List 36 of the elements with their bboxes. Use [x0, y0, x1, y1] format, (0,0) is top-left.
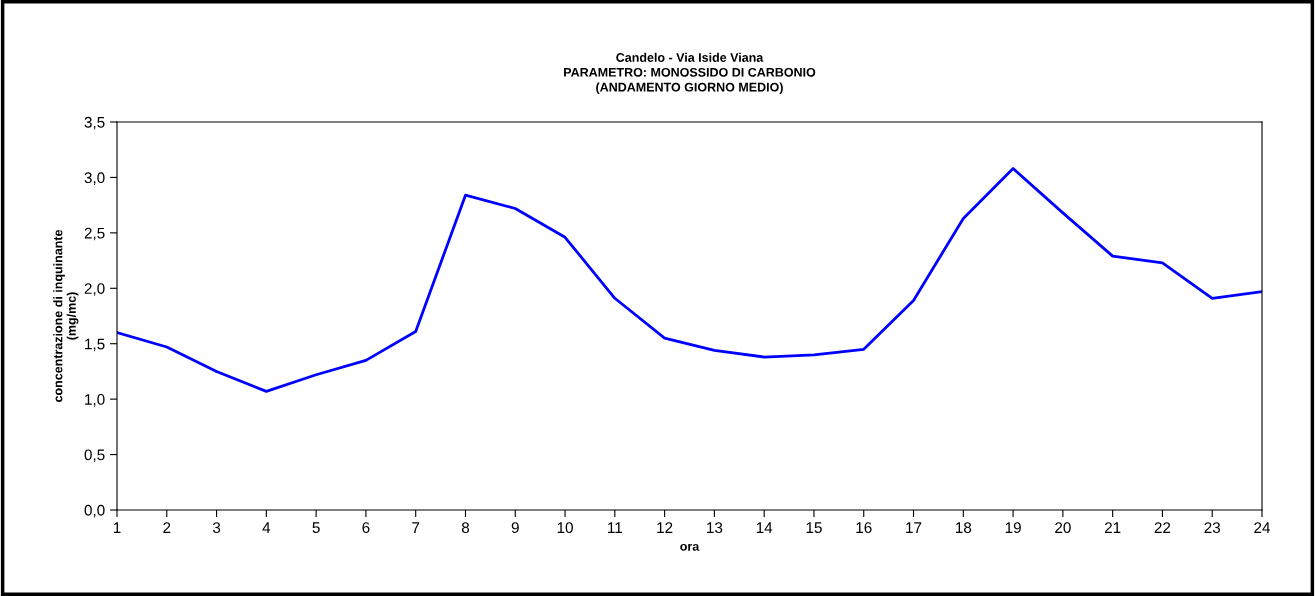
x-tick-label: 15	[806, 522, 822, 534]
x-tick-label: 11	[608, 522, 623, 533]
x-tick-label: 13	[707, 522, 723, 534]
y-tick-label: 2,5	[84, 227, 105, 241]
y-tick-label: 1,0	[85, 394, 105, 407]
x-tick-label: 7	[412, 522, 420, 533]
y-tick-label: 1,5	[85, 338, 105, 352]
x-tick-label: 6	[362, 522, 370, 534]
x-tick-label: 22	[1154, 522, 1171, 533]
y-tick-label: 0,0	[84, 504, 105, 518]
line-series	[117, 167, 1262, 393]
x-tick-label: 4	[262, 522, 271, 533]
y-tick-label: 2,0	[84, 283, 105, 296]
x-tick-label: 17	[906, 522, 922, 533]
x-tick-label: 16	[856, 522, 872, 534]
x-tick-label: 19	[1005, 522, 1021, 534]
x-tick-label: 9	[511, 522, 519, 534]
x-tick-label: 14	[756, 522, 773, 533]
x-tick-label: 24	[1254, 522, 1271, 533]
y-tick-label: 0,5	[84, 449, 105, 463]
x-axis-title: ora	[680, 543, 700, 551]
x-tick-label: 8	[461, 522, 470, 534]
x-tick-label: 18	[955, 522, 972, 534]
x-tick-label: 1	[113, 522, 121, 533]
y-tick-label: 3,0	[84, 172, 105, 185]
x-tick-label: 12	[657, 522, 673, 533]
x-tick-label: 23	[1204, 522, 1221, 534]
y-axis-title: concentrazione di inquinante (mg/mc)	[53, 229, 79, 402]
chart-title: Candelo - Via Iside Viana PARAMETRO: MONOSSIDO DI CARBONIO (ANDAMENTO GIORNO MEDIO)	[564, 52, 816, 95]
x-tick-label: 2	[163, 522, 171, 533]
x-tick-label: 20	[1055, 522, 1071, 534]
y-tick-label: 3,5	[84, 116, 105, 130]
x-tick-label: 10	[557, 522, 573, 534]
x-tick-label: 3	[212, 522, 221, 534]
x-tick-label: 21	[1104, 522, 1121, 533]
x-tick-label: 5	[312, 522, 320, 534]
